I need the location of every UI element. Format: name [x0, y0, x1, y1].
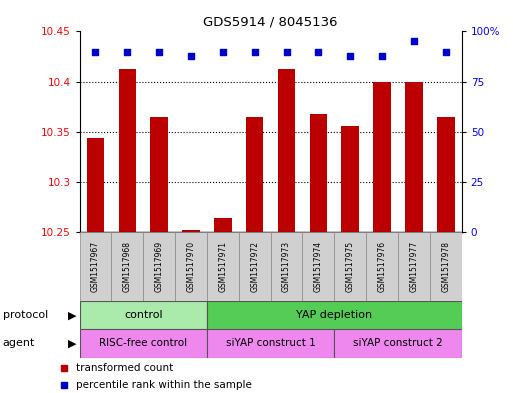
Bar	[150, 117, 168, 232]
Bar	[214, 218, 231, 232]
Bar	[182, 230, 200, 232]
Text: GSM1517975: GSM1517975	[346, 241, 354, 292]
Bar	[207, 301, 462, 329]
Bar	[271, 232, 303, 301]
Title: GDS5914 / 8045136: GDS5914 / 8045136	[203, 16, 338, 29]
Point	[346, 52, 354, 59]
Bar	[430, 232, 462, 301]
Bar	[80, 301, 207, 329]
Text: GSM1517969: GSM1517969	[154, 241, 164, 292]
Text: percentile rank within the sample: percentile rank within the sample	[76, 380, 252, 390]
Text: GSM1517978: GSM1517978	[441, 241, 450, 292]
Bar	[366, 232, 398, 301]
Text: siYAP construct 2: siYAP construct 2	[353, 338, 443, 349]
Point	[314, 48, 323, 55]
Point	[155, 48, 163, 55]
Bar	[398, 232, 430, 301]
Text: control: control	[124, 310, 163, 320]
Bar	[342, 126, 359, 232]
Text: transformed count: transformed count	[76, 362, 173, 373]
Bar	[111, 232, 143, 301]
Text: protocol: protocol	[3, 310, 48, 320]
Bar	[143, 232, 175, 301]
Bar	[246, 117, 264, 232]
Bar	[310, 114, 327, 232]
Point	[60, 364, 68, 371]
Point	[91, 48, 100, 55]
Text: GSM1517977: GSM1517977	[409, 241, 419, 292]
Point	[250, 48, 259, 55]
Bar	[334, 232, 366, 301]
Text: GSM1517974: GSM1517974	[314, 241, 323, 292]
Bar	[373, 82, 391, 232]
Bar	[80, 232, 111, 301]
Point	[219, 48, 227, 55]
Text: siYAP construct 1: siYAP construct 1	[226, 338, 315, 349]
Text: ▶: ▶	[68, 338, 76, 349]
Point	[378, 52, 386, 59]
Bar	[239, 232, 271, 301]
Bar	[278, 69, 295, 232]
Point	[410, 39, 418, 45]
Text: agent: agent	[3, 338, 35, 349]
Bar	[207, 329, 334, 358]
Text: GSM1517973: GSM1517973	[282, 241, 291, 292]
Point	[187, 52, 195, 59]
Text: GSM1517970: GSM1517970	[187, 241, 195, 292]
Bar	[87, 138, 104, 232]
Text: ▶: ▶	[68, 310, 76, 320]
Bar	[303, 232, 334, 301]
Text: GSM1517971: GSM1517971	[219, 241, 227, 292]
Text: GSM1517972: GSM1517972	[250, 241, 259, 292]
Text: GSM1517976: GSM1517976	[378, 241, 387, 292]
Point	[60, 382, 68, 388]
Bar	[80, 329, 207, 358]
Point	[283, 48, 291, 55]
Bar	[334, 329, 462, 358]
Text: GSM1517968: GSM1517968	[123, 241, 132, 292]
Text: YAP depletion: YAP depletion	[296, 310, 372, 320]
Text: GSM1517967: GSM1517967	[91, 241, 100, 292]
Bar	[207, 232, 239, 301]
Bar	[437, 117, 455, 232]
Bar	[175, 232, 207, 301]
Point	[442, 48, 450, 55]
Bar	[405, 82, 423, 232]
Bar	[119, 69, 136, 232]
Point	[123, 48, 131, 55]
Text: RISC-free control: RISC-free control	[99, 338, 187, 349]
